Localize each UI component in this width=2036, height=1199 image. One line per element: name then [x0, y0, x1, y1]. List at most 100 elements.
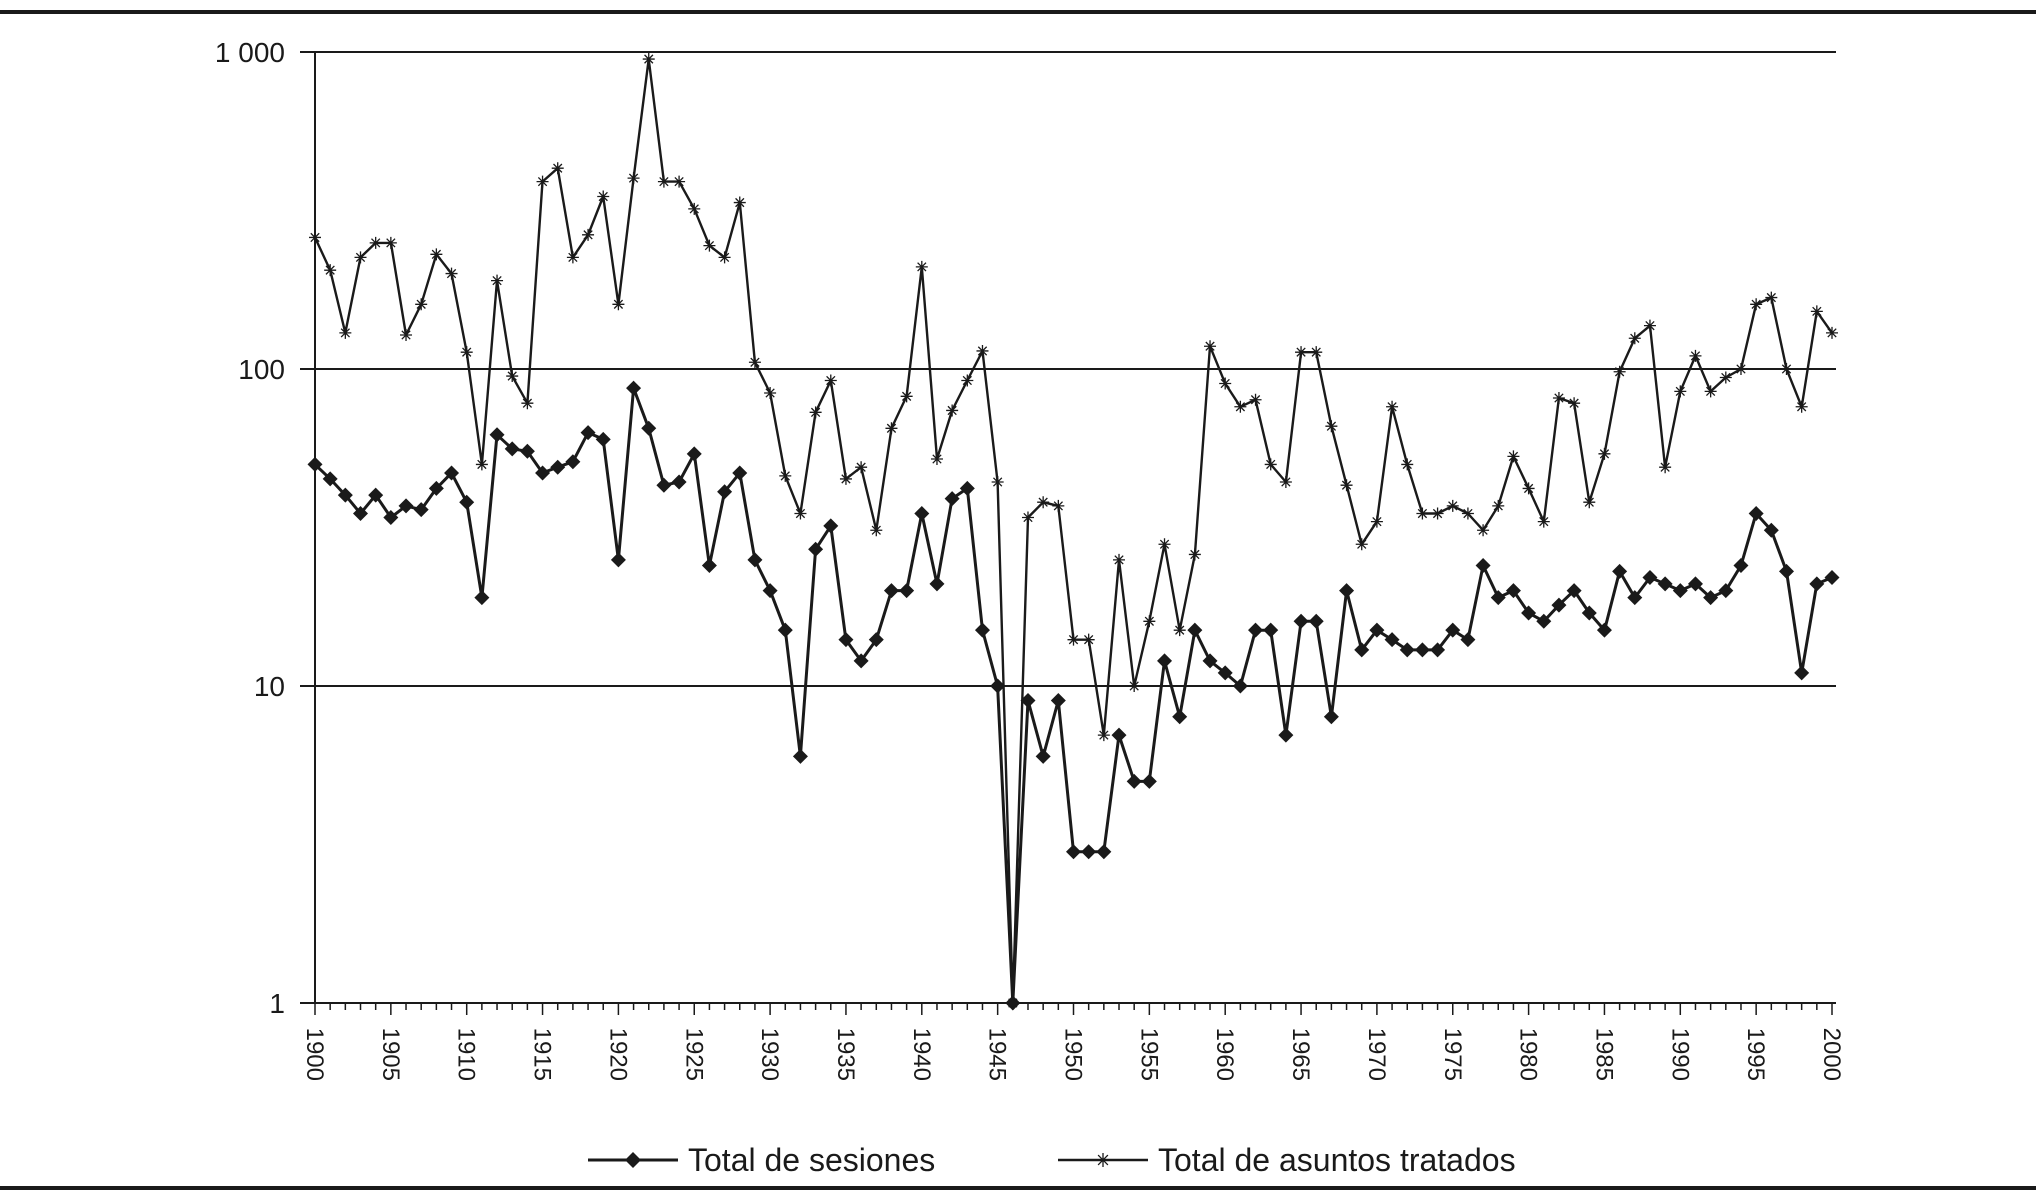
data-point-sesiones — [929, 576, 945, 592]
data-point-sesiones — [1050, 693, 1066, 709]
x-tick-label: 1930 — [756, 1028, 783, 1081]
data-point-sesiones — [1020, 693, 1036, 709]
data-point-asuntos — [612, 298, 625, 311]
data-point-asuntos — [1143, 615, 1156, 628]
series-sesiones — [307, 380, 1840, 1011]
data-point-asuntos — [1537, 515, 1550, 528]
data-point-sesiones — [1536, 613, 1552, 629]
data-point-sesiones — [413, 502, 429, 518]
data-point-asuntos — [1416, 507, 1429, 520]
data-point-sesiones — [519, 443, 535, 459]
data-point-asuntos — [369, 236, 382, 249]
data-point-sesiones — [1430, 642, 1446, 658]
data-point-asuntos — [794, 507, 807, 520]
data-point-asuntos — [976, 344, 989, 357]
data-point-sesiones — [1778, 563, 1794, 579]
series-line-asuntos — [313, 57, 1833, 1005]
data-point-asuntos — [657, 175, 670, 188]
data-point-asuntos — [748, 356, 761, 369]
data-point-asuntos — [1826, 326, 1838, 339]
x-tick-label: 1995 — [1742, 1028, 1769, 1081]
x-tick-label: 1900 — [301, 1028, 328, 1081]
data-point-sesiones — [1657, 576, 1673, 592]
data-point-sesiones — [732, 465, 748, 481]
data-point-asuntos — [1689, 349, 1702, 362]
data-point-sesiones — [1308, 613, 1324, 629]
data-point-asuntos — [400, 329, 413, 342]
data-point-asuntos — [961, 374, 974, 387]
data-point-sesiones — [641, 420, 657, 436]
data-point-asuntos — [1765, 291, 1778, 304]
data-point-asuntos — [885, 422, 898, 435]
data-point-sesiones — [1081, 844, 1097, 860]
data-point-sesiones — [1339, 583, 1355, 599]
data-point-asuntos — [1810, 305, 1823, 318]
data-point-sesiones — [1354, 642, 1370, 658]
y-gridlines: 1 10 100 1 000 — [215, 37, 1836, 1019]
legend-item-asuntos: Total de asuntos tratados — [1058, 1142, 1516, 1178]
data-point-asuntos — [1568, 397, 1581, 410]
data-point-asuntos — [1750, 298, 1763, 311]
data-point-asuntos — [870, 524, 883, 537]
data-point-asuntos — [824, 374, 837, 387]
data-point-sesiones — [1096, 844, 1112, 860]
data-point-asuntos — [779, 469, 792, 482]
data-point-asuntos — [809, 406, 822, 419]
data-point-asuntos — [384, 236, 397, 249]
data-point-sesiones — [853, 653, 869, 669]
x-tick-label: 1980 — [1515, 1028, 1542, 1081]
data-point-asuntos — [900, 390, 913, 403]
x-tick-label: 1940 — [908, 1028, 935, 1081]
data-point-sesiones — [1157, 653, 1173, 669]
data-point-asuntos — [1173, 624, 1186, 637]
data-point-asuntos — [1128, 680, 1141, 692]
data-point-sesiones — [1551, 597, 1567, 613]
data-point-asuntos — [1097, 729, 1110, 742]
data-point-sesiones — [595, 431, 611, 447]
data-point-asuntos — [764, 387, 777, 400]
data-point-sesiones — [474, 590, 490, 606]
data-point-asuntos — [1780, 363, 1793, 375]
x-axis: 1900 1905 1910 1915 1920 1925 1930 1935 1940 1945… — [301, 1003, 1845, 1081]
data-point-asuntos — [1295, 346, 1308, 359]
data-point-sesiones — [428, 480, 444, 496]
data-point-sesiones — [1293, 613, 1309, 629]
data-point-sesiones — [1566, 583, 1582, 599]
data-point-asuntos — [430, 248, 443, 261]
data-point-asuntos — [1674, 385, 1687, 398]
y-tick-label: 1 — [269, 988, 285, 1019]
y-tick-label: 100 — [238, 354, 285, 385]
data-point-asuntos — [1249, 393, 1262, 406]
data-point-sesiones — [701, 557, 717, 573]
data-point-sesiones — [1718, 583, 1734, 599]
x-tick-label: 1920 — [604, 1028, 631, 1081]
data-point-sesiones — [1323, 709, 1339, 725]
series-layer — [307, 53, 1840, 1011]
data-point-sesiones — [1748, 506, 1764, 522]
data-point-sesiones — [489, 427, 505, 443]
data-point-asuntos — [475, 458, 488, 471]
legend-label: Total de asuntos tratados — [1158, 1142, 1516, 1178]
data-point-sesiones — [1475, 557, 1491, 573]
data-point-asuntos — [1598, 447, 1611, 460]
data-point-asuntos — [1340, 479, 1353, 492]
data-point-sesiones — [899, 583, 915, 599]
data-point-sesiones — [959, 480, 975, 496]
data-point-asuntos — [627, 172, 640, 185]
data-point-asuntos — [354, 251, 367, 264]
data-point-asuntos — [1052, 499, 1065, 512]
data-point-sesiones — [1794, 665, 1810, 681]
data-point-sesiones — [1809, 576, 1825, 592]
data-point-asuntos — [1310, 346, 1323, 359]
data-point-asuntos — [1006, 997, 1019, 1009]
data-point-sesiones — [1399, 642, 1415, 658]
x-tick-label: 1935 — [832, 1028, 859, 1081]
data-point-asuntos — [1188, 548, 1201, 561]
data-point-asuntos — [1613, 365, 1626, 378]
data-point-sesiones — [1596, 622, 1612, 638]
data-point-asuntos — [491, 274, 504, 287]
data-point-sesiones — [1642, 569, 1658, 585]
data-point-asuntos — [1431, 507, 1444, 520]
legend-item-sesiones: Total de sesiones — [588, 1142, 935, 1178]
